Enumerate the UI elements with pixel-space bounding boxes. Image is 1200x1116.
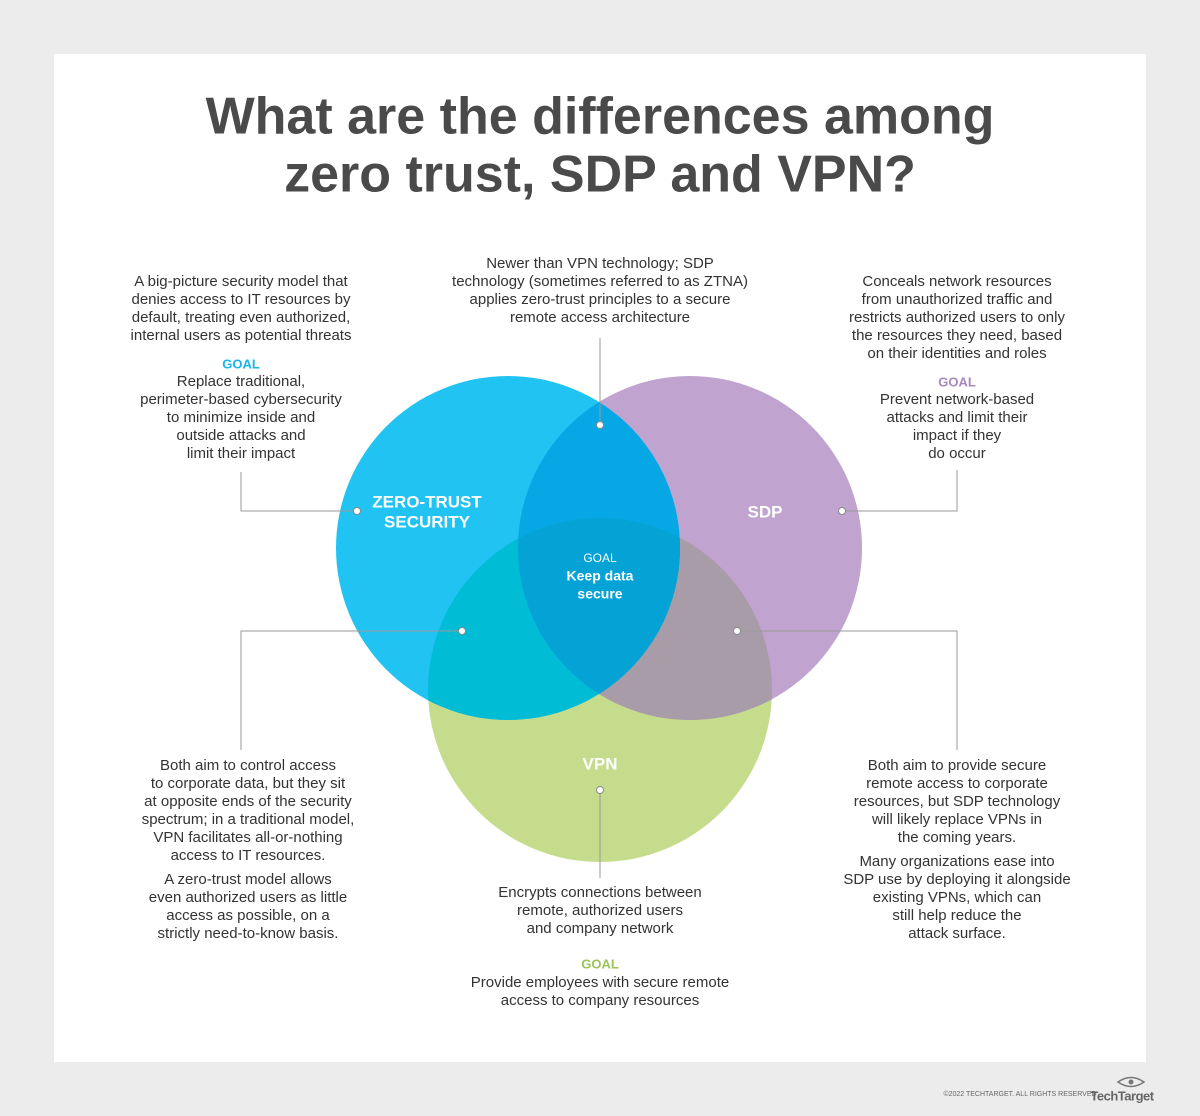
note: A zero-trust model allows (164, 871, 332, 888)
note: SDP use by deploying it alongside (843, 871, 1070, 888)
description: will likely replace VPNs in (871, 811, 1042, 828)
description: from unauthorized traffic and (862, 291, 1053, 308)
description: default, treating even authorized, (132, 309, 350, 326)
description: remote access architecture (510, 309, 690, 326)
description: spectrum; in a traditional model, (142, 811, 355, 828)
dot (733, 627, 741, 635)
dot (458, 627, 466, 635)
goal-text: secure (577, 586, 622, 602)
circle-label: VPN (583, 754, 618, 773)
circle-label: SDP (748, 502, 783, 521)
goal-text: Prevent network-based (880, 391, 1034, 408)
description: applies zero-trust principles to a secur… (470, 291, 731, 308)
logo-eye (1116, 1076, 1146, 1088)
copyright: ©2022 TECHTARGET. ALL RIGHTS RESERVED (943, 1090, 1096, 1098)
goal-text: limit their impact (187, 445, 296, 462)
logo-pupil (1128, 1079, 1134, 1085)
note: even authorized users as little (149, 889, 347, 906)
goal-text: to minimize inside and (167, 409, 315, 426)
leader (842, 470, 958, 512)
leader (240, 630, 462, 750)
description: Newer than VPN technology; SDP (486, 255, 714, 272)
description: Both aim to provide secure (868, 757, 1046, 774)
description: Conceals network resources (862, 273, 1051, 290)
description: and company network (527, 920, 674, 937)
goal-text: Keep data (567, 568, 634, 584)
title: zero trust, SDP and VPN? (284, 146, 916, 204)
description: denies access to IT resources by (132, 291, 351, 308)
circle-label: ZERO-TRUST (372, 492, 482, 511)
goal-text: perimeter-based cybersecurity (140, 391, 342, 408)
note: Many organizations ease into (859, 853, 1054, 870)
goal-text: do occur (928, 445, 986, 462)
leaders (240, 338, 958, 878)
description: access to IT resources. (171, 847, 326, 864)
description: Encrypts connections between (498, 884, 701, 901)
description: the resources they need, based (852, 327, 1062, 344)
goal-label: GOAL (222, 356, 260, 371)
description: to corporate data, but they sit (151, 775, 346, 792)
logo: TechTarget (1090, 1088, 1154, 1103)
description: resources, but SDP technology (854, 793, 1061, 810)
dot (838, 507, 846, 515)
leader (240, 472, 357, 512)
description: on their identities and roles (867, 345, 1046, 362)
note: still help reduce the (892, 907, 1021, 924)
venn (336, 376, 862, 862)
dot (596, 786, 604, 794)
description: A big-picture security model that (134, 273, 348, 290)
description: remote, authorized users (517, 902, 683, 919)
goal-label: GOAL (583, 551, 617, 565)
title: What are the differences among (206, 88, 995, 146)
goal-text: outside attacks and (176, 427, 305, 444)
goal-text: Replace traditional, (177, 373, 305, 390)
note: existing VPNs, which can (873, 889, 1041, 906)
description: restricts authorized users to only (849, 309, 1065, 326)
description: at opposite ends of the security (144, 793, 352, 810)
description: internal users as potential threats (131, 327, 352, 344)
note: access as possible, on a (166, 907, 330, 924)
note: attack surface. (908, 925, 1006, 942)
circle-label: SECURITY (384, 512, 471, 531)
description: VPN facilitates all-or-nothing (153, 829, 342, 846)
dot (596, 421, 604, 429)
description: remote access to corporate (866, 775, 1048, 792)
goal-label: GOAL (581, 956, 619, 971)
leader (737, 630, 958, 750)
description: Both aim to control access (160, 757, 336, 774)
goal-text: attacks and limit their (887, 409, 1028, 426)
goal-text: access to company resources (501, 992, 699, 1009)
goal-label: GOAL (938, 374, 976, 389)
goal-text: Provide employees with secure remote (471, 974, 729, 991)
description: the coming years. (898, 829, 1016, 846)
note: strictly need-to-know basis. (158, 925, 339, 942)
center-overlap (518, 518, 680, 720)
description: technology (sometimes referred to as ZTN… (452, 273, 748, 290)
goal-text: impact if they (913, 427, 1002, 444)
dot (353, 507, 361, 515)
